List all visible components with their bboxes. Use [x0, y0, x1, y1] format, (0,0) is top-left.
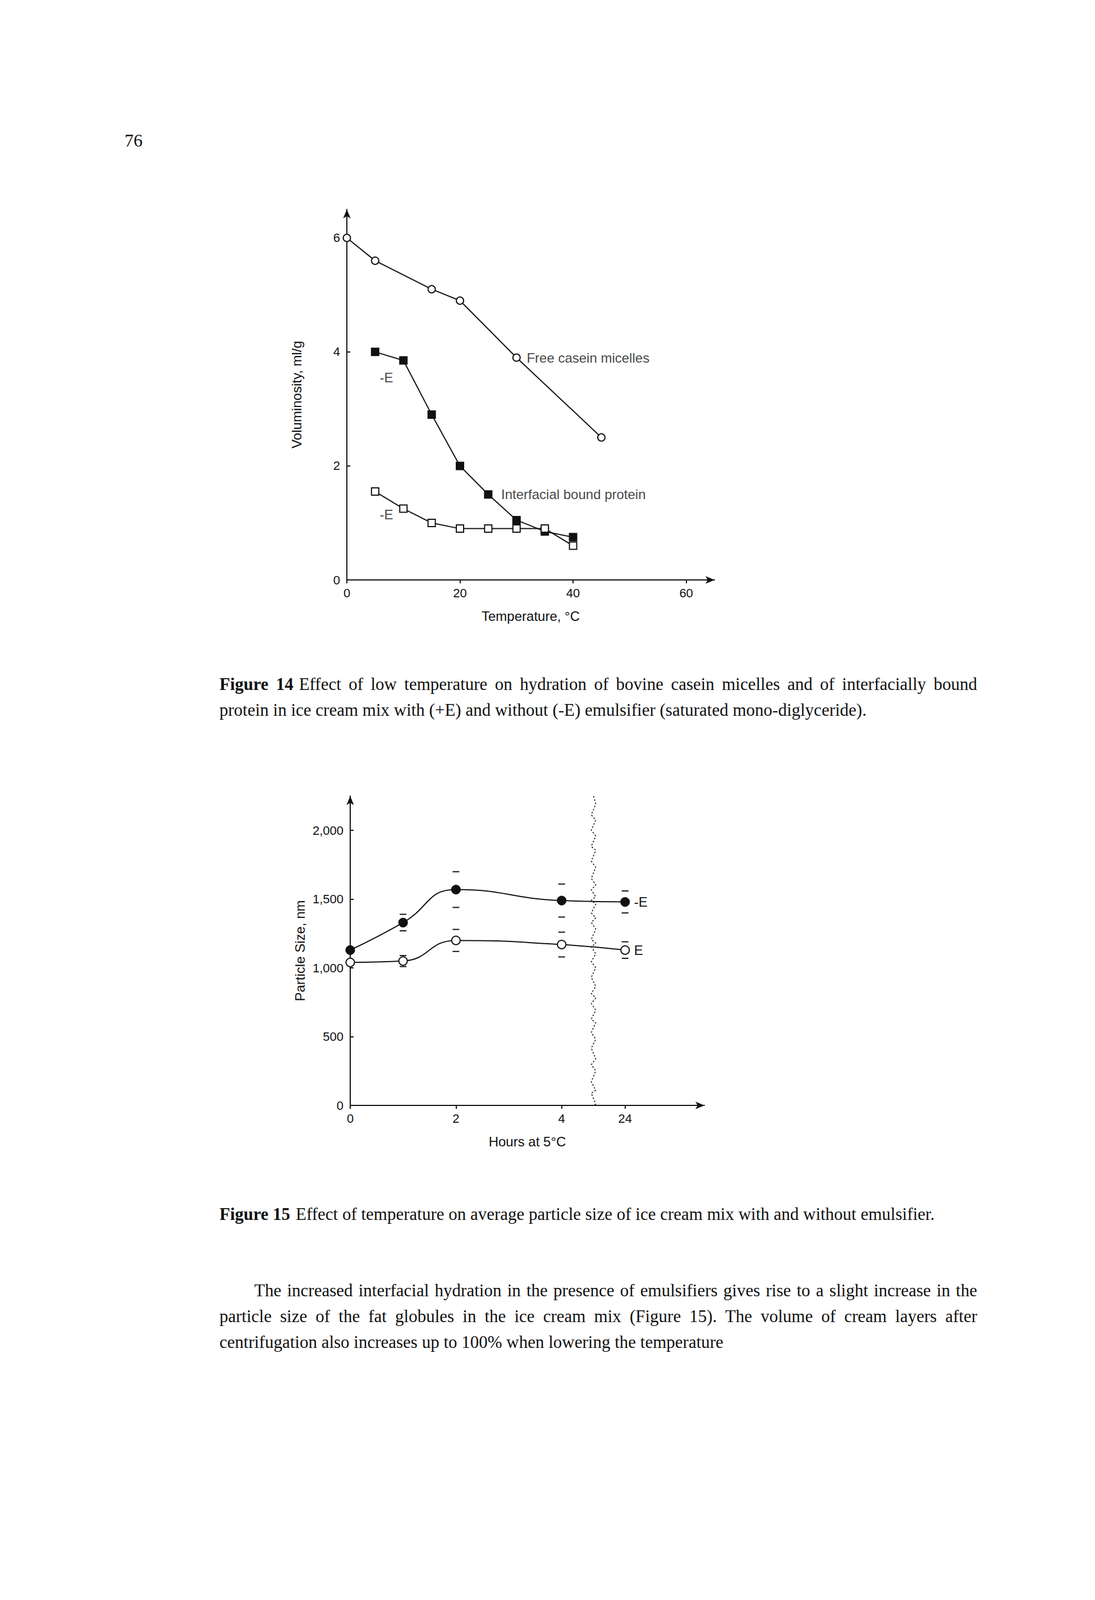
svg-text:4: 4 — [558, 1111, 566, 1126]
svg-text:0: 0 — [343, 585, 351, 600]
html-text:76: 76 — [124, 130, 143, 151]
svg-text:24: 24 — [617, 1111, 632, 1126]
svg-text:1,000: 1,000 — [312, 960, 344, 975]
svg-text:2: 2 — [452, 1111, 460, 1126]
html-text:The increased interfacial hydr: The increased interfacial hydration in t… — [219, 1280, 978, 1352]
svg-text:Particle Size, nm: Particle Size, nm — [292, 899, 308, 1001]
svg-text:20: 20 — [452, 585, 467, 600]
svg-text:2,000: 2,000 — [312, 823, 344, 838]
svg-text:40: 40 — [566, 585, 580, 600]
svg-text:-E: -E — [379, 369, 393, 386]
svg-text:1,500: 1,500 — [312, 891, 344, 906]
svg-text:-E: -E — [634, 894, 648, 910]
svg-text:6: 6 — [333, 230, 341, 245]
svg-text:2: 2 — [333, 458, 341, 473]
svg-text:0: 0 — [333, 573, 341, 588]
svg-text:Interfacial bound protein: Interfacial bound protein — [501, 486, 646, 502]
svg-text:Free casein micelles: Free casein micelles — [526, 350, 650, 366]
svg-text:Hours at 5°C: Hours at 5°C — [488, 1133, 567, 1149]
html-text:Figure 15 Effect of temperatur: Figure 15 Effect of temperature on avera… — [219, 1203, 935, 1224]
svg-text:60: 60 — [679, 585, 693, 600]
svg-text:Voluminosity, ml/g: Voluminosity, ml/g — [289, 340, 305, 449]
html-text:Figure 14 Effect of low temper: Figure 14 Effect of low temperature on h… — [219, 674, 978, 720]
svg-text:-E: -E — [379, 506, 393, 522]
svg-text:4: 4 — [333, 344, 341, 359]
svg-text:Temperature, °C: Temperature, °C — [481, 608, 580, 624]
svg-text:500: 500 — [322, 1029, 344, 1044]
svg-text:0: 0 — [346, 1111, 354, 1126]
svg-text:E: E — [634, 942, 644, 958]
svg-text:0: 0 — [336, 1098, 344, 1113]
